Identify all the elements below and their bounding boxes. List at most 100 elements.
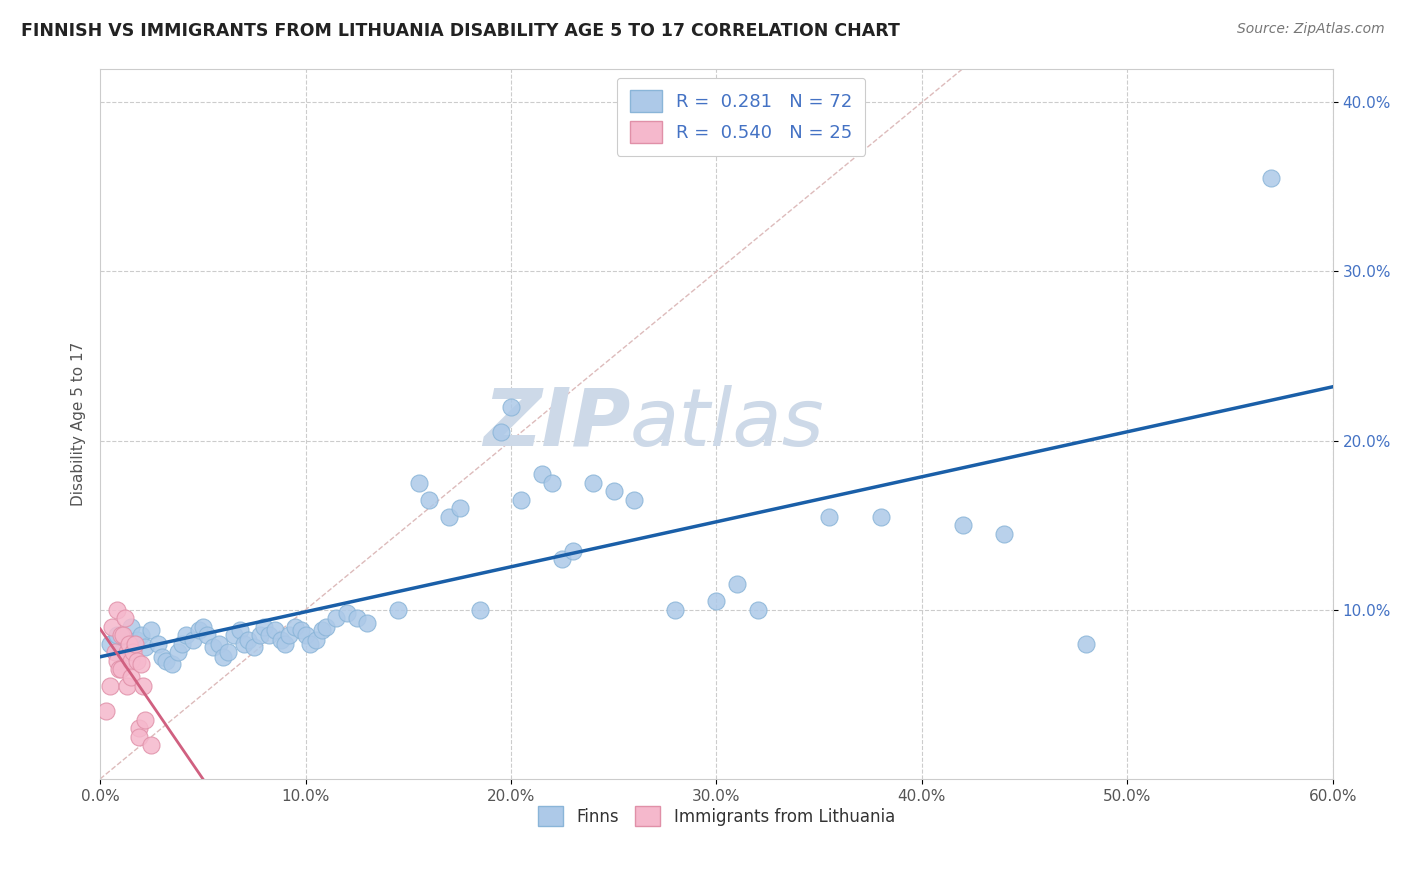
Point xyxy=(212,650,235,665)
Point xyxy=(356,616,378,631)
Point xyxy=(278,628,301,642)
Point xyxy=(270,633,292,648)
Point xyxy=(336,606,359,620)
Point xyxy=(127,633,149,648)
Point xyxy=(115,645,138,659)
Point xyxy=(118,637,141,651)
Point xyxy=(128,721,150,735)
Point xyxy=(128,730,150,744)
Point xyxy=(551,552,574,566)
Point xyxy=(664,603,686,617)
Point xyxy=(993,526,1015,541)
Point xyxy=(290,623,312,637)
Point xyxy=(582,475,605,490)
Point xyxy=(134,640,156,654)
Point xyxy=(129,657,152,671)
Point xyxy=(489,425,512,440)
Point xyxy=(141,623,163,637)
Point xyxy=(129,628,152,642)
Point xyxy=(187,623,209,637)
Point xyxy=(603,484,626,499)
Point xyxy=(1260,171,1282,186)
Point xyxy=(100,637,122,651)
Point xyxy=(181,633,204,648)
Point xyxy=(298,637,321,651)
Point xyxy=(122,645,145,659)
Point xyxy=(530,467,553,482)
Point xyxy=(111,628,134,642)
Point xyxy=(103,645,125,659)
Point xyxy=(105,653,128,667)
Text: ZIP: ZIP xyxy=(482,384,630,463)
Point xyxy=(120,653,142,667)
Point xyxy=(725,577,748,591)
Point xyxy=(706,594,728,608)
Point xyxy=(243,640,266,654)
Point xyxy=(325,611,347,625)
Point xyxy=(249,628,271,642)
Point xyxy=(96,704,118,718)
Text: Source: ZipAtlas.com: Source: ZipAtlas.com xyxy=(1237,22,1385,37)
Point xyxy=(105,603,128,617)
Point xyxy=(232,637,254,651)
Point xyxy=(284,620,307,634)
Point xyxy=(311,623,333,637)
Point xyxy=(418,492,440,507)
Point xyxy=(236,633,259,648)
Point xyxy=(202,640,225,654)
Point xyxy=(150,650,173,665)
Point xyxy=(470,603,492,617)
Point xyxy=(141,738,163,752)
Point xyxy=(114,611,136,625)
Point xyxy=(100,679,122,693)
Point xyxy=(195,628,218,642)
Point xyxy=(408,475,430,490)
Point xyxy=(818,509,841,524)
Point xyxy=(160,657,183,671)
Point xyxy=(110,628,132,642)
Point xyxy=(499,400,522,414)
Point xyxy=(127,653,149,667)
Point xyxy=(167,645,190,659)
Point xyxy=(172,637,194,651)
Point xyxy=(217,645,239,659)
Point xyxy=(315,620,337,634)
Point xyxy=(208,637,231,651)
Point xyxy=(176,628,198,642)
Point xyxy=(439,509,461,524)
Point xyxy=(134,713,156,727)
Point xyxy=(222,628,245,642)
Point xyxy=(561,543,583,558)
Point xyxy=(305,633,328,648)
Point xyxy=(346,611,368,625)
Point xyxy=(110,662,132,676)
Point xyxy=(115,679,138,693)
Point xyxy=(191,620,214,634)
Point xyxy=(110,645,132,659)
Legend: Finns, Immigrants from Lithuania: Finns, Immigrants from Lithuania xyxy=(530,797,904,835)
Y-axis label: Disability Age 5 to 17: Disability Age 5 to 17 xyxy=(72,342,86,506)
Point xyxy=(257,628,280,642)
Point xyxy=(510,492,533,507)
Point xyxy=(120,620,142,634)
Point xyxy=(155,653,177,667)
Point xyxy=(132,679,155,693)
Point xyxy=(274,637,297,651)
Text: atlas: atlas xyxy=(630,384,825,463)
Point xyxy=(253,620,276,634)
Point xyxy=(623,492,645,507)
Point xyxy=(747,603,769,617)
Point xyxy=(101,620,124,634)
Point xyxy=(105,628,128,642)
Text: FINNISH VS IMMIGRANTS FROM LITHUANIA DISABILITY AGE 5 TO 17 CORRELATION CHART: FINNISH VS IMMIGRANTS FROM LITHUANIA DIS… xyxy=(21,22,900,40)
Point xyxy=(229,623,252,637)
Point xyxy=(541,475,564,490)
Point xyxy=(107,662,129,676)
Point xyxy=(120,670,142,684)
Point xyxy=(146,637,169,651)
Point xyxy=(263,623,285,637)
Point xyxy=(294,628,316,642)
Point xyxy=(952,518,974,533)
Point xyxy=(387,603,409,617)
Point xyxy=(449,501,471,516)
